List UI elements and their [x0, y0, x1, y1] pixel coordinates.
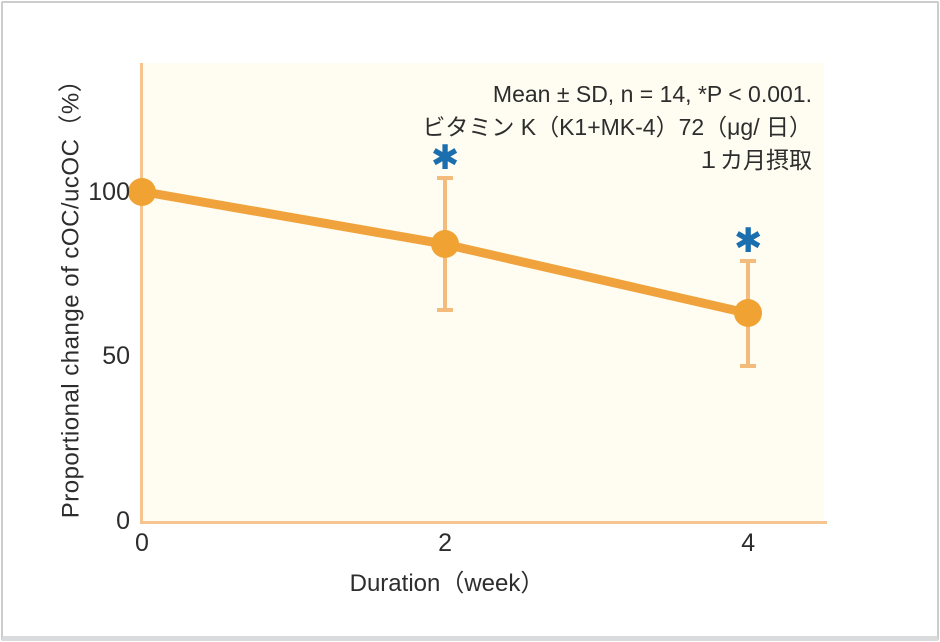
data-point-marker — [734, 299, 763, 328]
x-tick-label: 2 — [438, 529, 453, 557]
x-tick-label: 4 — [741, 529, 756, 557]
plot-area — [142, 63, 824, 521]
annotation-dose-line: ビタミン K（K1+MK-4）72（μg/ 日） — [422, 114, 812, 140]
data-point-marker — [431, 230, 460, 259]
annotation-duration-line: １カ月摂取 — [697, 147, 812, 173]
significance-asterisk: ✱ — [733, 221, 763, 260]
annotation-stats-line: Mean ± SD, n = 14, *P < 0.001. — [492, 81, 812, 107]
error-bar-cap — [740, 258, 757, 263]
y-tick-label: 100 — [88, 177, 130, 206]
significance-asterisk: ✱ — [430, 139, 460, 178]
y-tick-label: 50 — [102, 342, 130, 371]
x-axis-title: Duration（week） — [349, 570, 545, 597]
error-bar-cap — [437, 308, 454, 313]
x-axis-line — [140, 521, 827, 524]
data-point-marker — [128, 177, 156, 206]
error-bar-cap — [740, 364, 757, 369]
x-tick-label: 0 — [135, 529, 149, 557]
annotation-block: Mean ± SD, n = 14, *P < 0.001. ビタミン K（K1… — [422, 78, 812, 177]
error-bar-cap — [437, 176, 454, 181]
y-axis-line — [140, 63, 143, 524]
y-tick-label: 0 — [116, 507, 130, 535]
y-axis-title: Proportional change of cOC/ucOC（%） — [57, 67, 85, 519]
